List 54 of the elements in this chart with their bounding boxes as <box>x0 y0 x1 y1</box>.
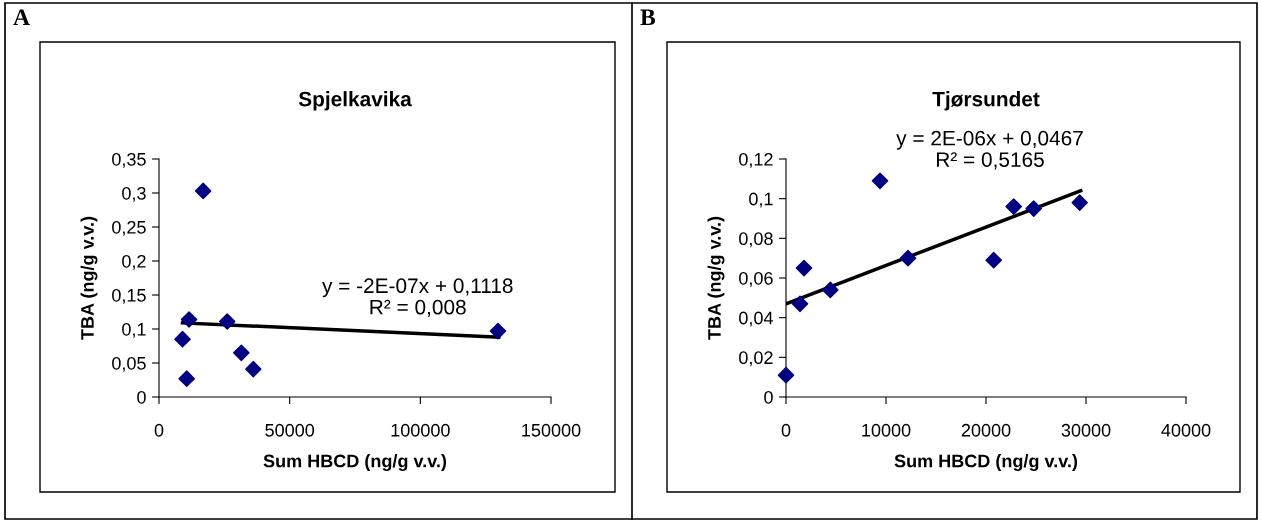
x-tick-label: 40000 <box>1161 423 1211 437</box>
x-tick-label: 150000 <box>522 423 581 437</box>
x-tick-label: 20000 <box>961 423 1011 437</box>
point <box>821 281 839 299</box>
y-tick-label: 0,02 <box>739 351 773 367</box>
x-tick-label: 30000 <box>1061 423 1111 437</box>
point <box>791 295 809 313</box>
annotation: R² = 0,008 <box>370 299 466 317</box>
y-tick-label: 0,12 <box>739 152 773 168</box>
point <box>1005 198 1023 215</box>
x-tick-label: 10000 <box>862 423 911 437</box>
y-axis-title: TBA (ng/g v.v.) <box>80 216 98 340</box>
point <box>489 322 507 340</box>
point <box>871 172 889 190</box>
point <box>777 366 795 384</box>
point <box>178 370 196 387</box>
point <box>899 249 917 267</box>
point <box>218 313 236 330</box>
chart-title: Spjelkavika <box>298 91 412 111</box>
y-tick-label: 0,05 <box>112 356 146 372</box>
x-tick-label: 100000 <box>391 423 450 437</box>
y-tick-label: 0 <box>764 390 773 404</box>
y-tick-label: 0,25 <box>112 220 146 236</box>
text: y = 2E-06x + 0,0467 <box>896 130 1083 150</box>
point <box>194 182 212 200</box>
y-tick-label: 0 <box>137 390 146 404</box>
point <box>180 311 198 328</box>
point <box>795 259 813 277</box>
point <box>245 360 262 378</box>
y-tick-label: 0,1 <box>749 192 773 208</box>
annotation: R² = 0,5165 <box>936 152 1044 170</box>
point <box>233 344 250 362</box>
x-tick-label: 50000 <box>265 423 315 437</box>
text: A <box>13 9 30 25</box>
y-tick-label: 0,15 <box>112 288 146 304</box>
point <box>1025 200 1043 217</box>
x-axis-title: Sum HBCD (ng/g v.v.) <box>263 454 447 472</box>
point <box>1071 194 1089 211</box>
annotation: y = -2E-07x + 0,1118 <box>322 278 513 298</box>
y-tick-label: 0,2 <box>122 254 146 270</box>
x-tick-label: 0 <box>154 423 164 437</box>
chart-title: Tjørsundet <box>932 91 1040 111</box>
y-tick-label: 0,04 <box>739 311 773 327</box>
y-tick-label: 0,35 <box>112 152 146 168</box>
x-tick-label: 0 <box>781 423 791 437</box>
point <box>985 251 1003 269</box>
y-tick-label: 0,06 <box>739 271 773 287</box>
x-axis-title: Sum HBCD (ng/g v.v.) <box>894 454 1078 472</box>
text: B <box>640 9 656 26</box>
y-tick-label: 0,3 <box>122 186 146 202</box>
point <box>174 330 191 348</box>
y-axis-title: TBA (ng/g v.v.) <box>707 216 725 340</box>
y-tick-label: 0,1 <box>122 322 146 338</box>
y-tick-label: 0,08 <box>739 232 773 248</box>
